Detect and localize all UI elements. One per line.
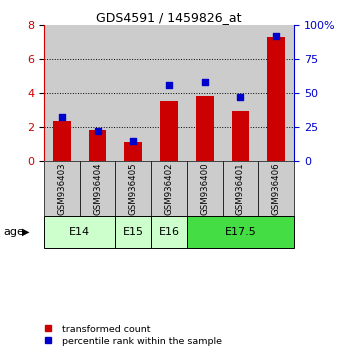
Text: GSM936406: GSM936406 bbox=[272, 162, 281, 215]
Bar bbox=[187, 161, 223, 216]
Bar bbox=[267, 37, 285, 161]
Text: E15: E15 bbox=[123, 227, 144, 237]
Point bbox=[202, 79, 208, 85]
Text: E16: E16 bbox=[159, 227, 179, 237]
Bar bbox=[44, 25, 80, 161]
Text: E17.5: E17.5 bbox=[224, 227, 256, 237]
Bar bbox=[115, 161, 151, 216]
Bar bbox=[53, 121, 71, 161]
Bar bbox=[80, 161, 115, 216]
Bar bbox=[124, 142, 142, 161]
Bar bbox=[89, 130, 106, 161]
Bar bbox=[115, 216, 151, 248]
Text: ▶: ▶ bbox=[22, 227, 29, 237]
Bar bbox=[258, 161, 294, 216]
Bar bbox=[44, 161, 80, 216]
Text: age: age bbox=[3, 227, 24, 237]
Bar bbox=[258, 25, 294, 161]
Title: GDS4591 / 1459826_at: GDS4591 / 1459826_at bbox=[96, 11, 242, 24]
Point bbox=[130, 138, 136, 143]
Bar bbox=[151, 25, 187, 161]
Bar bbox=[223, 25, 258, 161]
Text: GSM936403: GSM936403 bbox=[57, 162, 66, 215]
Legend: transformed count, percentile rank within the sample: transformed count, percentile rank withi… bbox=[35, 321, 225, 349]
Text: GSM936400: GSM936400 bbox=[200, 162, 209, 215]
Point bbox=[273, 33, 279, 39]
Bar bbox=[151, 161, 187, 216]
Text: GSM936405: GSM936405 bbox=[129, 162, 138, 215]
Bar bbox=[80, 25, 115, 161]
Text: GSM936404: GSM936404 bbox=[93, 162, 102, 215]
Bar bbox=[160, 101, 178, 161]
Point bbox=[166, 82, 172, 87]
Bar bbox=[223, 161, 258, 216]
Text: GSM936402: GSM936402 bbox=[165, 162, 173, 215]
Bar bbox=[151, 216, 187, 248]
Text: GSM936401: GSM936401 bbox=[236, 162, 245, 215]
Point bbox=[238, 94, 243, 100]
Text: E14: E14 bbox=[69, 227, 90, 237]
Bar bbox=[115, 25, 151, 161]
Bar bbox=[196, 96, 214, 161]
Point bbox=[95, 128, 100, 134]
Bar bbox=[44, 216, 115, 248]
Bar bbox=[187, 216, 294, 248]
Bar bbox=[232, 111, 249, 161]
Bar bbox=[187, 25, 223, 161]
Point bbox=[59, 115, 65, 120]
